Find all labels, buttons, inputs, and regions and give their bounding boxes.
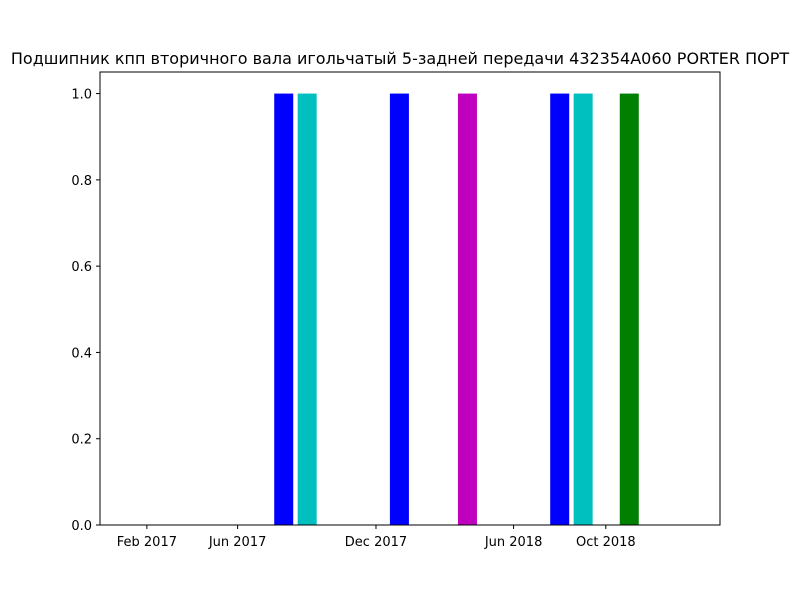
bar-2018-11-01	[619, 93, 639, 525]
x-tick-label: Dec 2017	[345, 535, 407, 550]
chart-title: Подшипник кпп вторичного вала игольчатый…	[11, 49, 789, 68]
x-tick-label: Feb 2017	[117, 535, 177, 550]
bar-2018-09-01	[573, 93, 593, 525]
y-tick-label: 0.8	[71, 174, 92, 189]
bar-2017-08-01	[274, 93, 294, 525]
y-tick-label: 0.2	[71, 433, 92, 448]
y-tick-label: 0.0	[71, 519, 92, 534]
bar-2018-04-01	[457, 93, 477, 525]
bar-2017-09-01	[297, 93, 317, 525]
y-tick-label: 0.6	[71, 260, 92, 275]
x-axis-ticks: Feb 2017 Jun 2017 Dec 2017 Jun 2018 Oct 2018	[117, 525, 636, 550]
bars-group	[274, 93, 639, 525]
x-tick-label: Jun 2017	[208, 535, 267, 550]
y-tick-label: 0.4	[71, 346, 92, 361]
y-axis-ticks: 0.0 0.2 0.4 0.6 0.8 1.0	[71, 88, 100, 534]
bar-2018-08-01	[550, 93, 570, 525]
plot-frame	[99, 71, 721, 526]
x-tick-label: Jun 2018	[484, 535, 543, 550]
y-tick-label: 1.0	[71, 88, 92, 103]
x-tick-label: Oct 2018	[576, 535, 636, 550]
bar-2018-01-01	[389, 93, 409, 525]
